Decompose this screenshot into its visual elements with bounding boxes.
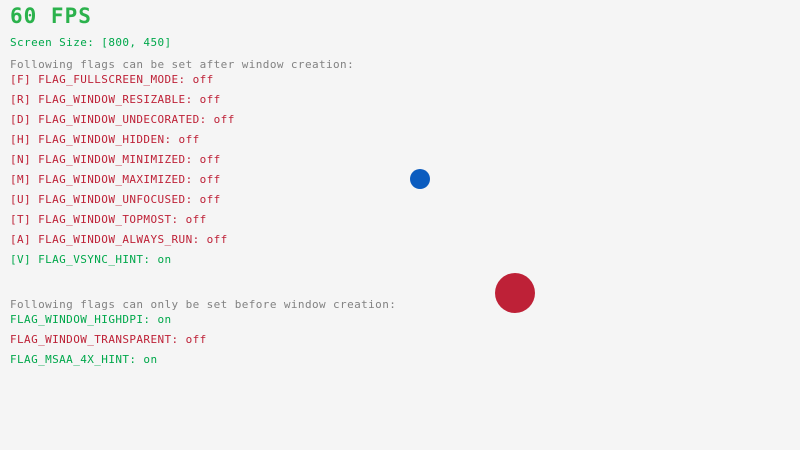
flag-row-window-resizable[interactable]: [R] FLAG_WINDOW_RESIZABLE: off — [10, 93, 221, 106]
flag-row-window-always-run[interactable]: [A] FLAG_WINDOW_ALWAYS_RUN: off — [10, 233, 228, 246]
flag-row-window-undecorated[interactable]: [D] FLAG_WINDOW_UNDECORATED: off — [10, 113, 235, 126]
flag-row-window-hidden[interactable]: [H] FLAG_WINDOW_HIDDEN: off — [10, 133, 200, 146]
flag-list-after-creation: [F] FLAG_FULLSCREEN_MODE: off [R] FLAG_W… — [10, 74, 235, 274]
flag-list-before-creation: FLAG_WINDOW_HIGHDPI: on FLAG_WINDOW_TRAN… — [10, 314, 207, 374]
flag-row-window-minimized[interactable]: [N] FLAG_WINDOW_MINIMIZED: off — [10, 153, 221, 166]
screen-size-label: Screen Size: [800, 450] — [10, 36, 172, 49]
flag-row-window-highdpi: FLAG_WINDOW_HIGHDPI: on — [10, 313, 172, 326]
flag-row-window-topmost[interactable]: [T] FLAG_WINDOW_TOPMOST: off — [10, 213, 207, 226]
flag-row-window-unfocused[interactable]: [U] FLAG_WINDOW_UNFOCUSED: off — [10, 193, 221, 206]
flag-row-msaa-4x-hint: FLAG_MSAA_4X_HINT: on — [10, 353, 158, 366]
flag-row-window-transparent: FLAG_WINDOW_TRANSPARENT: off — [10, 333, 207, 346]
flag-row-window-maximized[interactable]: [M] FLAG_WINDOW_MAXIMIZED: off — [10, 173, 221, 186]
flag-row-fullscreen-mode[interactable]: [F] FLAG_FULLSCREEN_MODE: off — [10, 73, 214, 86]
small-blue-ball — [410, 169, 430, 189]
large-red-ball — [495, 273, 535, 313]
section-heading-before-creation: Following flags can only be set before w… — [10, 298, 397, 311]
flag-row-vsync-hint[interactable]: [V] FLAG_VSYNC_HINT: on — [10, 253, 172, 266]
section-heading-after-creation: Following flags can be set after window … — [10, 58, 355, 71]
fps-counter: 60 FPS — [10, 4, 92, 28]
